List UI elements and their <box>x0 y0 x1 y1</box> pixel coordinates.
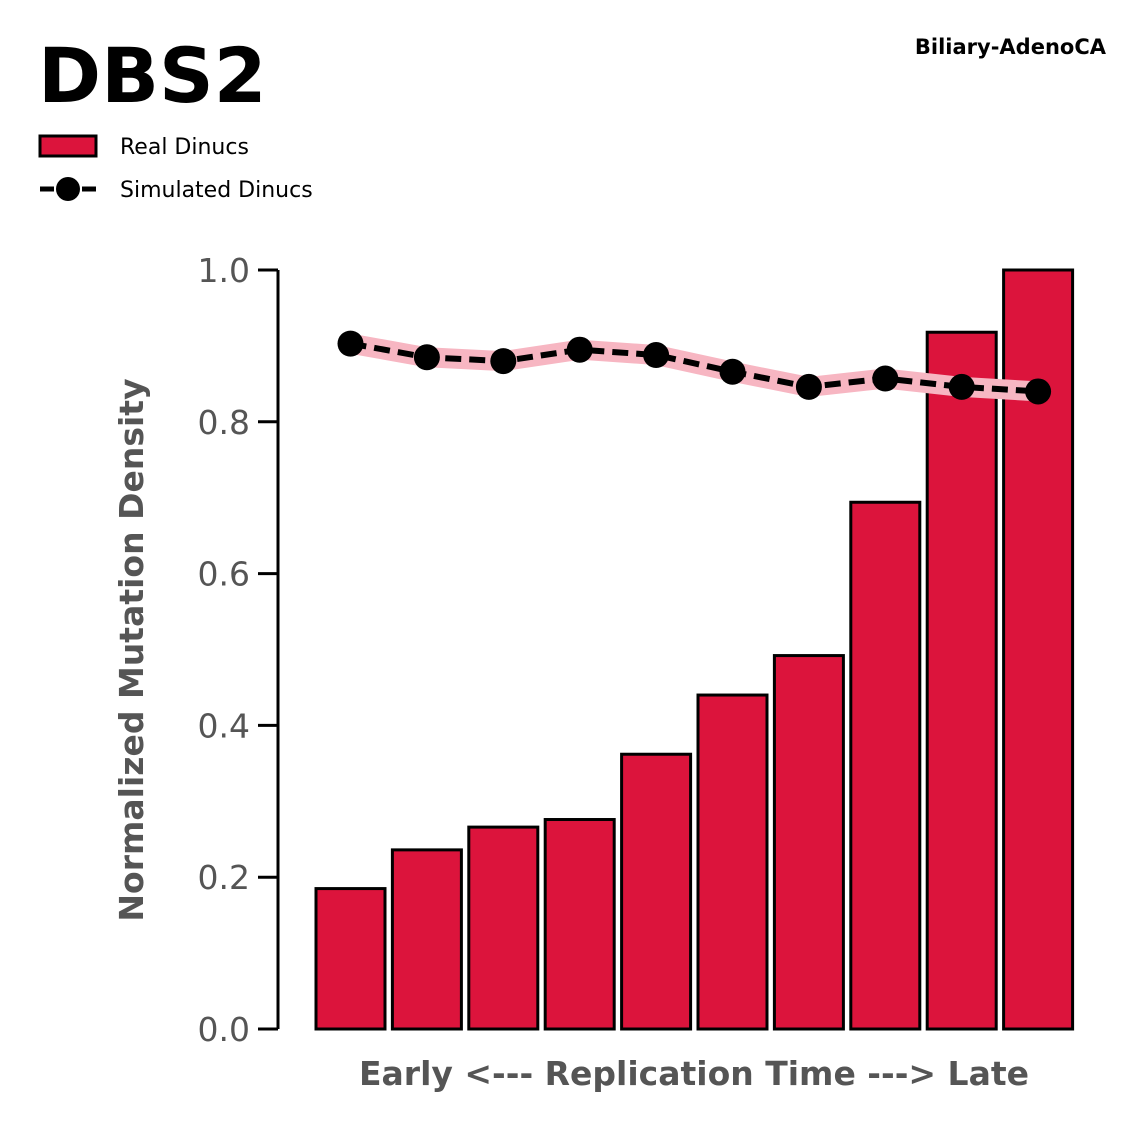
y-tick-label-2: 0.4 <box>198 706 250 745</box>
bar-5 <box>620 752 693 1031</box>
bar-7 <box>772 654 845 1031</box>
simulated-point-6 <box>719 358 746 385</box>
bar-4 <box>543 818 616 1031</box>
legend-swatch-real-dinucs <box>38 134 98 158</box>
y-tick-label-1: 0.2 <box>198 858 250 897</box>
bar-8 <box>849 500 922 1031</box>
bar-9 <box>925 330 998 1031</box>
x-axis-label: Early <--- Replication Time ---> Late <box>359 1054 1029 1093</box>
legend-label-real-dinucs: Real Dinucs <box>120 135 249 160</box>
simulated-point-10 <box>1025 378 1052 405</box>
chart-title: DBS2 <box>38 31 267 120</box>
legend-marker-simulated-dinucs <box>56 177 80 201</box>
simulated-point-3 <box>490 348 517 375</box>
legend: Real Dinucs Simulated Dinucs <box>38 134 313 203</box>
line-series-simulated-dinucs <box>337 330 1052 405</box>
bar-1 <box>314 887 387 1031</box>
y-tick-label-0: 0.0 <box>198 1010 250 1049</box>
simulated-point-8 <box>872 365 899 392</box>
bar-2 <box>390 848 463 1031</box>
simulated-point-2 <box>413 344 440 371</box>
simulated-point-9 <box>948 373 975 400</box>
simulated-point-7 <box>795 373 822 400</box>
y-axis: 0.0 0.2 0.4 0.6 0.8 1.0 <box>198 251 280 1049</box>
legend-label-simulated-dinucs: Simulated Dinucs <box>120 178 313 203</box>
y-axis-label: Normalized Mutation Density <box>112 378 151 921</box>
bar-6 <box>696 693 769 1031</box>
simulated-point-5 <box>643 342 670 369</box>
simulated-line <box>349 340 1039 395</box>
y-tick-label-3: 0.6 <box>198 555 250 594</box>
y-tick-label-4: 0.8 <box>198 403 250 442</box>
y-tick-label-5: 1.0 <box>198 251 250 290</box>
simulated-point-1 <box>337 330 364 357</box>
chart-subtitle: Biliary-AdenoCA <box>915 35 1107 59</box>
simulated-point-4 <box>566 336 593 363</box>
bar-3 <box>467 825 540 1031</box>
